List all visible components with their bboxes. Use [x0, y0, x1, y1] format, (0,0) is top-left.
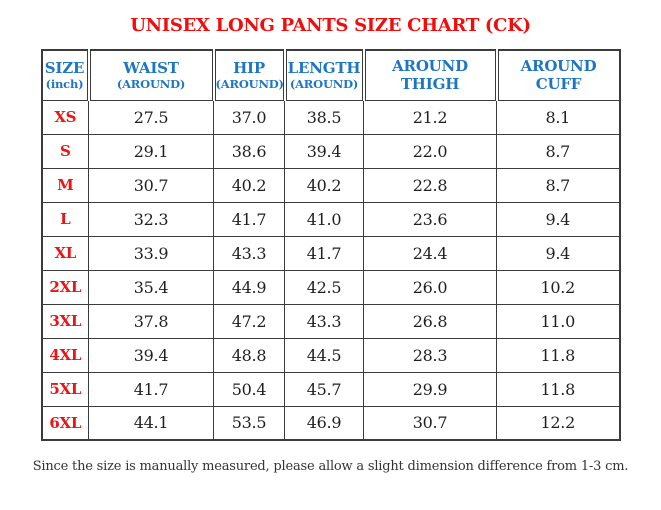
length-value: 43.3 [284, 303, 364, 339]
column-header-around-thigh: AROUND THIGH [361, 50, 499, 101]
hip-value: 41.7 [213, 201, 285, 237]
length-value: 42.5 [284, 269, 364, 305]
size-label: XS [41, 99, 89, 135]
hip-value: 38.6 [213, 133, 285, 169]
thigh-value: 22.8 [363, 167, 497, 203]
table-row: 2XL 35.4 44.9 42.5 26.0 10.2 [41, 269, 620, 305]
thigh-value: 30.7 [363, 405, 497, 441]
column-header-sublabel: (AROUND) [289, 76, 359, 91]
cuff-value: 9.4 [496, 201, 620, 237]
header-row: SIZE (inch) WAIST (AROUND) HIP (AROUND) … [40, 50, 621, 101]
measurement-note: Since the size is manually measured, ple… [32, 459, 629, 474]
length-value: 44.5 [284, 337, 364, 373]
length-value: 39.4 [284, 133, 364, 169]
column-header-waist: WAIST (AROUND) [86, 50, 216, 101]
column-header-label: AROUND [520, 57, 597, 76]
hip-value: 37.0 [213, 99, 285, 135]
waist-value: 41.7 [88, 371, 214, 407]
size-label: 3XL [41, 303, 89, 339]
length-value: 41.0 [284, 201, 364, 237]
column-header-sublabel: THIGH [400, 75, 460, 94]
size-label: 6XL [41, 405, 89, 441]
table-row: XS 27.5 37.0 38.5 21.2 8.1 [41, 99, 620, 135]
cuff-value: 11.8 [496, 371, 620, 407]
waist-value: 44.1 [88, 405, 214, 441]
table-row: 6XL 44.1 53.5 46.9 30.7 12.2 [41, 405, 620, 441]
cuff-value: 8.1 [496, 99, 620, 135]
page-title: UNISEX LONG PANTS SIZE CHART (CK) [130, 15, 531, 36]
column-header-around-cuff: AROUND CUFF [494, 50, 621, 101]
size-label: M [41, 167, 89, 203]
column-header-size: SIZE (inch) [40, 50, 91, 101]
thigh-value: 26.8 [363, 303, 497, 339]
size-chart-table: SIZE (inch) WAIST (AROUND) HIP (AROUND) … [40, 49, 621, 441]
column-header-sublabel: (inch) [45, 76, 84, 91]
column-header-label: AROUND [392, 57, 468, 76]
column-header-hip: HIP (AROUND) [211, 50, 287, 101]
cuff-value: 9.4 [496, 235, 620, 271]
column-header-sublabel: (AROUND) [215, 76, 284, 91]
column-header-sublabel: CUFF [535, 75, 582, 94]
waist-value: 29.1 [88, 133, 214, 169]
cuff-value: 11.8 [496, 337, 620, 373]
table-row: 3XL 37.8 47.2 43.3 26.8 11.0 [41, 303, 620, 339]
hip-value: 43.3 [213, 235, 285, 271]
column-header-label: SIZE [44, 58, 85, 77]
length-value: 38.5 [284, 99, 364, 135]
thigh-value: 26.0 [363, 269, 497, 305]
thigh-value: 21.2 [363, 99, 497, 135]
column-header-length: LENGTH (AROUND) [282, 50, 366, 101]
column-header-label: LENGTH [287, 58, 361, 77]
cuff-value: 8.7 [496, 133, 620, 169]
hip-value: 48.8 [213, 337, 285, 373]
hip-value: 44.9 [213, 269, 285, 305]
table-row: 4XL 39.4 48.8 44.5 28.3 11.8 [41, 337, 620, 373]
thigh-value: 22.0 [363, 133, 497, 169]
table-row: S 29.1 38.6 39.4 22.0 8.7 [41, 133, 620, 169]
size-label: 5XL [41, 371, 89, 407]
cuff-value: 11.0 [496, 303, 620, 339]
hip-value: 53.5 [213, 405, 285, 441]
thigh-value: 28.3 [363, 337, 497, 373]
cuff-value: 8.7 [496, 167, 620, 203]
waist-value: 37.8 [88, 303, 214, 339]
waist-value: 27.5 [88, 99, 214, 135]
size-label: 2XL [41, 269, 89, 305]
size-label: S [41, 133, 89, 169]
length-value: 40.2 [284, 167, 364, 203]
waist-value: 33.9 [88, 235, 214, 271]
waist-value: 30.7 [88, 167, 214, 203]
column-header-label: WAIST [123, 58, 179, 77]
hip-value: 50.4 [213, 371, 285, 407]
waist-value: 32.3 [88, 201, 214, 237]
waist-value: 39.4 [88, 337, 214, 373]
length-value: 45.7 [284, 371, 364, 407]
table-row: M 30.7 40.2 40.2 22.8 8.7 [41, 167, 620, 203]
size-label: XL [41, 235, 89, 271]
thigh-value: 24.4 [363, 235, 497, 271]
hip-value: 40.2 [213, 167, 285, 203]
cuff-value: 12.2 [496, 405, 620, 441]
hip-value: 47.2 [213, 303, 285, 339]
thigh-value: 29.9 [363, 371, 497, 407]
cuff-value: 10.2 [496, 269, 620, 305]
table-row: L 32.3 41.7 41.0 23.6 9.4 [41, 201, 620, 237]
waist-value: 35.4 [88, 269, 214, 305]
column-header-sublabel: (AROUND) [116, 76, 186, 91]
thigh-value: 23.6 [363, 201, 497, 237]
table-row: XL 33.9 43.3 41.7 24.4 9.4 [41, 235, 620, 271]
size-label: 4XL [41, 337, 89, 373]
length-value: 46.9 [284, 405, 364, 441]
column-header-label: HIP [233, 58, 265, 77]
length-value: 41.7 [284, 235, 364, 271]
size-label: L [41, 201, 89, 237]
table-row: 5XL 41.7 50.4 45.7 29.9 11.8 [41, 371, 620, 407]
